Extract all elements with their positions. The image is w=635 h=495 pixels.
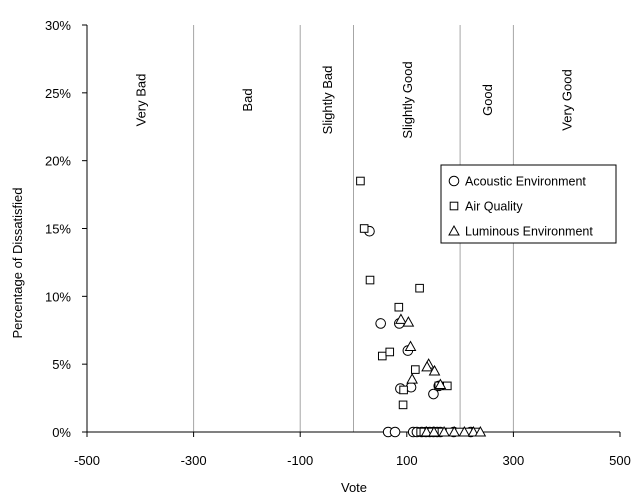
data-point — [359, 224, 369, 233]
data-point — [375, 318, 386, 329]
data-point — [448, 425, 461, 437]
data-point — [420, 425, 433, 437]
data-point — [458, 425, 471, 437]
legend-marker — [448, 224, 460, 236]
data-point — [394, 302, 404, 312]
y-tick-label: 25% — [45, 86, 71, 101]
data-point — [399, 385, 408, 395]
y-tick-label: 15% — [45, 222, 71, 237]
legend-label: Acoustic Environment — [465, 175, 586, 189]
data-point — [438, 425, 450, 437]
y-tick-label: 0% — [52, 425, 71, 440]
legend-marker — [448, 175, 460, 187]
data-point — [467, 425, 480, 437]
legend-marker — [449, 201, 459, 211]
y-axis-label: Percentage of Dissatisfied — [10, 187, 25, 338]
x-tick-label: -500 — [74, 453, 100, 468]
legend-label: Luminous Environment — [465, 225, 593, 239]
data-point — [404, 340, 417, 352]
series-triangle — [395, 313, 487, 437]
category-labels: Very Bad Bad Slightly Bad Slightly Good Good… — [133, 61, 574, 138]
data-point — [385, 347, 395, 357]
y-tick-label: 30% — [45, 18, 71, 33]
data-point — [395, 313, 407, 324]
y-tick-label: 20% — [45, 154, 71, 169]
category-label: Very Bad — [133, 74, 148, 127]
data-point — [411, 365, 420, 374]
x-tick-label: 300 — [503, 453, 525, 468]
x-tick-label: -100 — [287, 453, 313, 468]
data-point — [389, 426, 401, 438]
data-point — [421, 360, 433, 372]
y-tick-label: 5% — [52, 357, 71, 372]
legend: Acoustic Environment Air Quality Luminous … — [440, 164, 617, 244]
x-axis-label: Vote — [341, 480, 367, 495]
y-tick-label: 10% — [45, 289, 71, 304]
data-point — [428, 388, 439, 400]
data-point — [377, 351, 387, 361]
data-point — [434, 378, 447, 390]
legend-label: Air Quality — [465, 200, 523, 214]
y-axis-ticks: 0% 5% 10% 15% 20% 25% 30% — [45, 18, 87, 440]
category-label: Bad — [240, 88, 255, 111]
x-tick-label: 500 — [609, 453, 631, 468]
data-point — [402, 316, 415, 327]
category-label: Very Good — [560, 69, 575, 130]
category-label: Good — [480, 84, 495, 116]
x-axis-ticks: -500 -300 -100 100 300 500 — [74, 432, 631, 468]
category-label: Slightly Good — [400, 61, 415, 138]
data-point — [428, 364, 441, 376]
data-point — [356, 176, 365, 186]
legend-box — [440, 164, 617, 244]
category-label: Slightly Bad — [320, 66, 335, 135]
data-point — [474, 425, 487, 437]
x-tick-label: -300 — [181, 453, 207, 468]
data-point — [415, 283, 424, 293]
data-point — [365, 275, 375, 285]
data-point — [428, 425, 440, 437]
x-tick-label: 100 — [396, 453, 418, 468]
data-points — [356, 176, 487, 438]
data-point — [406, 373, 418, 384]
data-point — [398, 400, 408, 410]
